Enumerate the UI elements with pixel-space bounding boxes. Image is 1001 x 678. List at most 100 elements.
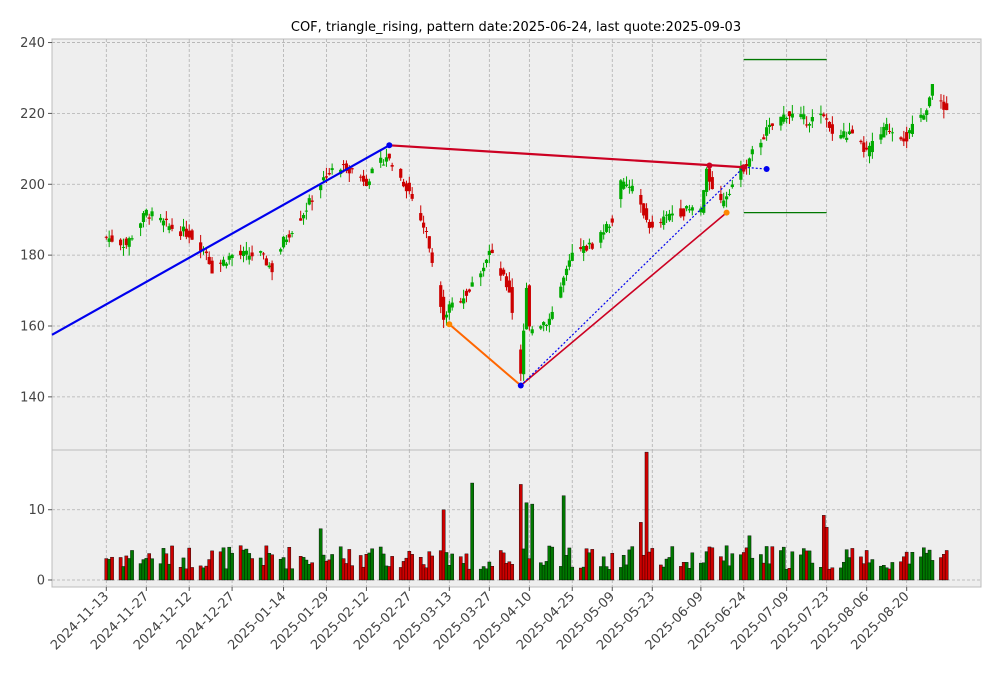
candle-body — [247, 255, 251, 260]
candle-body — [779, 116, 783, 126]
candle-body — [164, 218, 168, 221]
candle — [945, 96, 949, 111]
volume-bar — [187, 547, 192, 581]
candle — [930, 83, 935, 100]
candle-body — [261, 253, 266, 255]
candle-body — [807, 123, 812, 126]
candle — [130, 235, 134, 241]
candle-body — [787, 111, 792, 117]
candle — [624, 176, 629, 188]
volume-bar — [730, 553, 735, 581]
candle-body — [759, 142, 763, 148]
candle — [639, 188, 643, 213]
candle-body — [604, 223, 609, 232]
candle-body — [384, 157, 389, 162]
candle — [462, 289, 466, 309]
candle-body — [147, 217, 151, 219]
candle-body — [404, 183, 409, 192]
candle-body — [210, 260, 214, 274]
candle — [599, 230, 603, 249]
candle-body — [930, 84, 935, 96]
candle-body — [562, 277, 566, 286]
candle — [110, 229, 114, 243]
volume-bar — [221, 547, 226, 581]
volume-bar — [390, 556, 394, 581]
candle — [239, 244, 243, 260]
candle — [539, 324, 543, 331]
candle-body — [170, 224, 174, 229]
candle — [550, 306, 554, 321]
candle — [747, 157, 752, 175]
candle — [407, 176, 411, 195]
candle-body — [925, 110, 929, 116]
candle-body — [190, 230, 194, 240]
candle-body — [910, 123, 914, 134]
candle-body — [570, 252, 574, 261]
candle — [822, 112, 826, 118]
volume-bar — [610, 553, 615, 581]
candle — [121, 238, 126, 256]
candle — [790, 104, 794, 121]
pivot-high-marker — [386, 142, 393, 149]
candle-body — [584, 245, 589, 251]
candle-body — [364, 178, 369, 187]
volume-bar — [490, 566, 495, 581]
candle — [522, 323, 526, 381]
candle-body — [407, 182, 411, 192]
volume-bar — [890, 562, 895, 581]
candle-body — [684, 206, 689, 209]
candle-body — [882, 126, 886, 138]
candle — [319, 183, 323, 199]
candle-body — [627, 186, 632, 188]
candle-body — [439, 285, 443, 307]
volume-bars — [104, 451, 949, 581]
price-tick-label: 200 — [20, 178, 45, 193]
candle-body — [321, 177, 326, 181]
candle — [424, 226, 429, 239]
volume-bar — [150, 558, 154, 581]
candle — [925, 108, 929, 122]
candle-body — [762, 137, 766, 140]
volume-bar — [590, 549, 595, 581]
candle-body — [847, 131, 852, 135]
candle-body — [224, 263, 228, 266]
candle — [882, 122, 886, 138]
candle-body — [230, 254, 234, 258]
volume-bar — [290, 568, 294, 581]
candle-body — [867, 145, 872, 157]
volume-bar — [764, 546, 769, 581]
price-tick-label: 240 — [20, 36, 45, 51]
candle-body — [281, 236, 286, 248]
candle-body — [890, 132, 894, 134]
rising-line — [520, 211, 728, 387]
candle-body — [664, 214, 669, 216]
candle-body — [567, 260, 571, 267]
candle — [321, 170, 326, 183]
candle-body — [144, 209, 148, 216]
candle-body — [799, 114, 803, 118]
candle-body — [387, 153, 391, 159]
candle — [919, 108, 923, 123]
candle-body — [259, 251, 263, 253]
candle — [699, 206, 703, 216]
candle — [127, 236, 131, 256]
candle-body — [850, 129, 854, 134]
candle — [479, 270, 483, 287]
candle — [161, 218, 166, 233]
candle — [141, 210, 146, 228]
candle-body — [284, 239, 288, 242]
candle-body — [361, 175, 366, 182]
volume-bar — [770, 546, 775, 581]
candle — [782, 105, 786, 124]
candle-body — [679, 208, 683, 217]
candle — [559, 282, 563, 299]
candle — [230, 253, 234, 266]
candle — [770, 123, 774, 131]
candle-body — [524, 287, 529, 330]
candle — [890, 127, 894, 142]
candle-body — [722, 200, 726, 207]
volume-bar — [287, 547, 292, 581]
candle-body — [424, 231, 429, 233]
candle-body — [310, 200, 314, 202]
candle — [825, 113, 829, 128]
